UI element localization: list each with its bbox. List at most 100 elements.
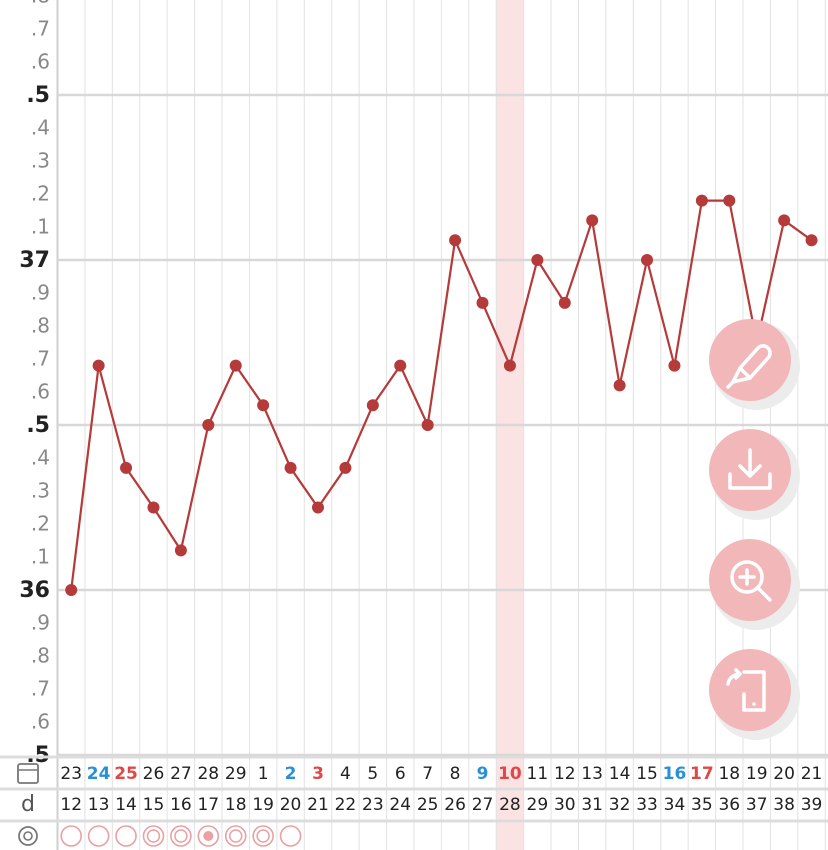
edit-button[interactable]: [709, 319, 800, 410]
date-label: 17: [690, 764, 714, 784]
cycle-day-label: d: [21, 792, 35, 817]
status-icon: [142, 825, 165, 847]
temperature-point: [284, 461, 297, 474]
date-label: 20: [773, 764, 795, 784]
temperature-point: [613, 379, 626, 392]
cycle-day: 25: [417, 795, 439, 815]
date-label: 4: [340, 764, 351, 784]
y-tick-label: .7: [31, 17, 50, 41]
temperature-point: [805, 234, 818, 247]
date-label: 12: [554, 764, 576, 784]
row-separator: [0, 755, 828, 759]
date-label: 1: [258, 764, 269, 784]
row-separator: [0, 787, 828, 791]
plot: [65, 194, 818, 596]
date-label: 26: [143, 764, 165, 784]
cycle-day: 17: [197, 795, 219, 815]
cycle-day: 28: [499, 795, 521, 815]
status-icon: [170, 825, 192, 847]
moon-icon: [613, 826, 624, 846]
temperature-point: [147, 501, 160, 514]
cycle-day: 13: [88, 795, 110, 815]
temperature-point: [695, 194, 708, 207]
cycle-day: 38: [773, 795, 795, 815]
cycle-day: 23: [362, 795, 384, 815]
date-label: 21: [801, 764, 823, 784]
cycle-day: 36: [718, 795, 740, 815]
y-tick-label: 37: [19, 248, 50, 273]
temperature-point: [586, 214, 599, 227]
y-tick-label: .9: [31, 281, 50, 305]
cycle-day: 37: [746, 795, 768, 815]
cycle-day: 26: [444, 795, 466, 815]
temperature-point: [476, 296, 489, 309]
date-label: 14: [609, 764, 631, 784]
status-icon: [279, 825, 302, 847]
status-icon: [87, 825, 110, 847]
download-button[interactable]: [709, 429, 800, 520]
status-icon: [256, 829, 270, 843]
y-tick-label: .6: [31, 710, 50, 734]
cycle-day: 33: [636, 795, 658, 815]
y-tick-label: .5: [26, 83, 50, 108]
cycle-day: 32: [609, 795, 631, 815]
y-tick-label: .7: [31, 677, 50, 701]
temperature-point: [257, 399, 270, 412]
date-label: 6: [395, 764, 406, 784]
status-icon: [224, 825, 247, 847]
y-tick-label: .3: [31, 479, 50, 503]
cycle-day: 18: [225, 795, 247, 815]
date-label: 25: [114, 764, 138, 784]
date-label: 16: [663, 764, 687, 784]
cycle-day: 24: [389, 795, 411, 815]
date-label: 18: [718, 764, 740, 784]
y-tick-label: 36: [19, 578, 50, 603]
date-label: 3: [312, 764, 324, 784]
date-label: 10: [498, 764, 522, 784]
y-tick-label: .7: [31, 347, 50, 371]
target-icon: [18, 826, 38, 846]
date-label: 15: [636, 764, 658, 784]
moon-icon: [723, 826, 734, 846]
icon-part: [17, 763, 39, 784]
status-icon: [252, 825, 274, 847]
temperature-point: [65, 584, 78, 596]
temperature-point: [339, 461, 352, 474]
y-tick-label: .1: [31, 215, 50, 239]
cycle-day: 12: [60, 795, 82, 815]
zoom-button[interactable]: [709, 539, 800, 630]
icon-part: [18, 826, 38, 846]
moon-icon: [668, 826, 679, 846]
cycle-day: 21: [307, 795, 329, 815]
temperature-point: [449, 234, 462, 247]
temperature-point: [311, 501, 324, 514]
date-label: 2: [285, 764, 297, 784]
y-tick-label: .8: [31, 314, 50, 338]
status-icon: [115, 825, 137, 847]
temperature-point: [421, 419, 434, 431]
date-label: 11: [527, 764, 549, 784]
action-buttons: [709, 319, 800, 740]
date-label: 24: [87, 764, 111, 784]
status-icon: [60, 825, 83, 847]
row-separator: [0, 819, 828, 823]
cycle-day: 14: [115, 795, 137, 815]
date-label: 9: [477, 764, 489, 784]
temperature-point: [120, 461, 133, 474]
rotate-button[interactable]: [709, 649, 800, 740]
date-label: 8: [450, 764, 461, 784]
icon-part: [23, 831, 33, 841]
date-label: 5: [367, 764, 378, 784]
y-tick-label: .5: [26, 413, 50, 438]
moon-icon: [641, 826, 652, 846]
y-tick-label: .4: [31, 446, 50, 470]
y-tick-label: .2: [31, 182, 50, 206]
cycle-day: 35: [691, 795, 713, 815]
y-tick-label: .3: [31, 149, 50, 173]
cycle-day: 31: [581, 795, 603, 815]
temperature-point: [723, 194, 736, 207]
cycle-day: 29: [527, 795, 549, 815]
temperature-point: [174, 544, 187, 557]
